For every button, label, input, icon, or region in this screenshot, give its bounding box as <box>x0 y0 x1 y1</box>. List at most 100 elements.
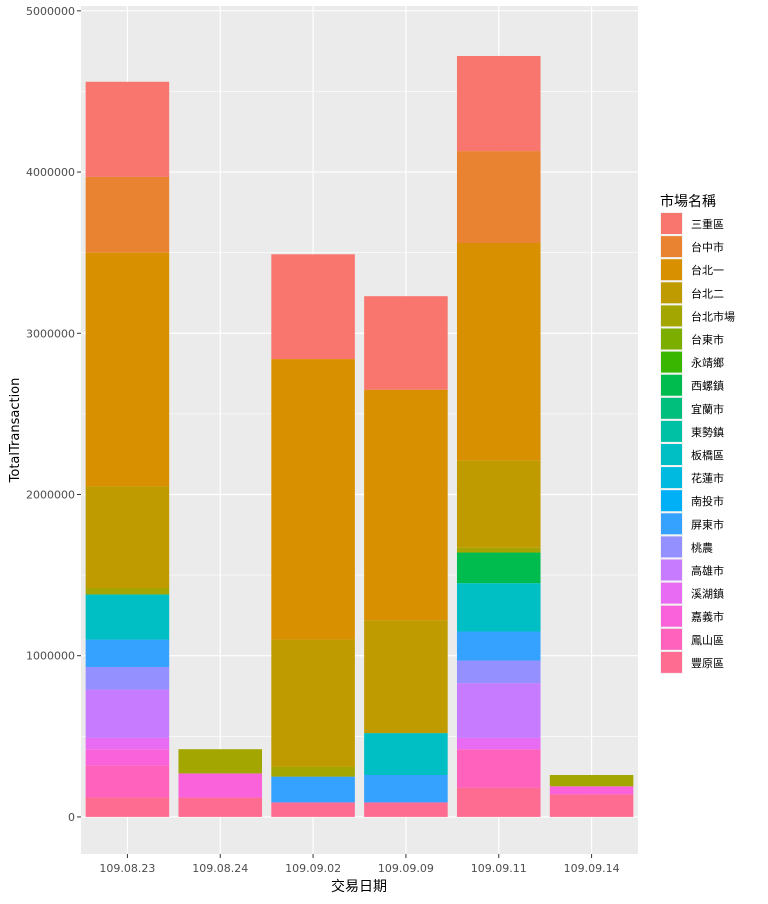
legend-label: 溪湖鎮 <box>691 587 724 601</box>
legend-swatch <box>661 236 682 258</box>
x-tick-label: 109.08.24 <box>192 862 248 875</box>
legend-label: 永靖鄉 <box>691 356 724 370</box>
bar-segment <box>549 775 634 787</box>
bar-segment <box>85 594 170 640</box>
legend-swatch <box>661 374 682 396</box>
bar-segment <box>456 547 541 553</box>
bar-segment <box>364 775 448 803</box>
x-tick-label: 109.09.14 <box>564 862 620 875</box>
bar-segment <box>456 631 541 661</box>
bar-segment <box>549 786 634 795</box>
y-axis-ticks: 0 1000000 2000000 3000000 4000000 5000000 <box>26 5 81 824</box>
bar-segment <box>456 55 541 152</box>
bar-segment <box>271 802 355 817</box>
bar-segment <box>456 737 541 750</box>
legend-label: 台北二 <box>691 286 724 300</box>
bar-segment <box>178 773 263 798</box>
bar-segment <box>364 389 448 621</box>
legend-swatch <box>661 651 682 673</box>
x-tick-label: 109.09.02 <box>285 862 341 875</box>
legend-label: 板橋區 <box>691 448 724 462</box>
legend-label: 桃農 <box>691 540 713 554</box>
legend-swatch <box>661 444 682 465</box>
legend-swatch <box>661 559 682 581</box>
y-axis-title: TotalTransaction <box>8 378 23 484</box>
bar-segment <box>178 797 263 817</box>
bar-segment <box>85 176 170 253</box>
legend-label: 西螺鎮 <box>691 379 724 393</box>
legend-swatch <box>661 628 682 650</box>
legend-swatch <box>661 213 682 234</box>
bar-segment <box>85 797 170 817</box>
bar-segment <box>85 666 170 690</box>
legend-label: 三重區 <box>691 217 724 231</box>
legend-label: 台中市 <box>691 240 724 254</box>
legend-swatch <box>661 397 682 419</box>
legend-swatch <box>661 605 682 627</box>
legend-label: 屏東市 <box>691 517 724 531</box>
bar-segment <box>85 639 170 667</box>
legend-label: 宜蘭市 <box>691 402 724 416</box>
bar-segment <box>456 749 541 788</box>
bar-segment <box>271 254 355 360</box>
bar-segment <box>271 766 355 777</box>
bar-segment <box>85 737 170 750</box>
x-axis-title: 交易日期 <box>331 878 387 895</box>
bar-segment <box>178 749 263 774</box>
legend-label: 南投市 <box>691 494 724 508</box>
legend-label: 鳳山區 <box>691 634 724 647</box>
legend-swatch <box>661 259 682 281</box>
bar-segment <box>85 587 170 595</box>
bar-segment <box>85 81 170 177</box>
y-tick-label: 4000000 <box>26 166 75 179</box>
bar-segment <box>456 151 541 243</box>
y-tick-label: 5000000 <box>26 5 75 18</box>
panel-background <box>81 6 638 854</box>
legend-label: 台東市 <box>691 333 724 347</box>
legend-swatch <box>661 282 682 304</box>
legend-label: 台北市場 <box>691 309 735 323</box>
bar-segment <box>85 252 170 487</box>
bar-segment <box>364 733 448 776</box>
legend-swatch <box>661 351 682 373</box>
legend-swatch <box>661 513 682 535</box>
minor-gridlines <box>81 91 638 737</box>
x-tick-label: 109.08.23 <box>99 862 155 875</box>
legend-label: 豐原區 <box>691 657 724 670</box>
legend-swatch <box>661 420 682 442</box>
bar-segment <box>456 660 541 684</box>
y-tick-label: 1000000 <box>26 650 75 663</box>
legend-swatch <box>661 536 682 558</box>
bar-segment <box>271 776 355 803</box>
legend-swatch <box>661 582 682 604</box>
bar-segment <box>456 552 541 584</box>
bar-segment <box>456 787 541 817</box>
y-tick-label: 2000000 <box>26 488 75 501</box>
legend-label: 台北一 <box>691 263 724 277</box>
bar-segment <box>456 583 541 632</box>
legend-swatch <box>661 467 682 489</box>
legend-title: 市場名稱 <box>660 193 716 210</box>
legend-swatch <box>661 305 682 327</box>
x-tick-label: 109.09.11 <box>471 862 527 875</box>
legend-label: 嘉義市 <box>691 610 724 624</box>
x-axis-ticks: 109.08.23 109.08.24 109.09.02 109.09.09 109.… <box>99 854 620 875</box>
bar-segment <box>364 620 448 734</box>
bar-segment <box>456 683 541 738</box>
bar-segment <box>85 749 170 766</box>
legend-label: 花蓮市 <box>691 471 724 485</box>
bar-segment <box>85 765 170 798</box>
bar-segment <box>85 486 170 588</box>
legend-swatch <box>661 490 682 512</box>
bar-stacks <box>85 55 634 817</box>
bar-segment <box>271 359 355 640</box>
legend-swatch <box>661 328 682 350</box>
bar-segment <box>456 242 541 461</box>
legend: 市場名稱 三重區台中市台北一台北二台北市場台東市永靖鄉西螺鎮宜蘭市東勢鎮板橋區花… <box>660 193 735 674</box>
bar-segment <box>549 794 634 817</box>
y-tick-label: 0 <box>68 811 75 824</box>
legend-label: 東勢鎮 <box>691 425 724 439</box>
y-tick-label: 3000000 <box>26 327 75 340</box>
